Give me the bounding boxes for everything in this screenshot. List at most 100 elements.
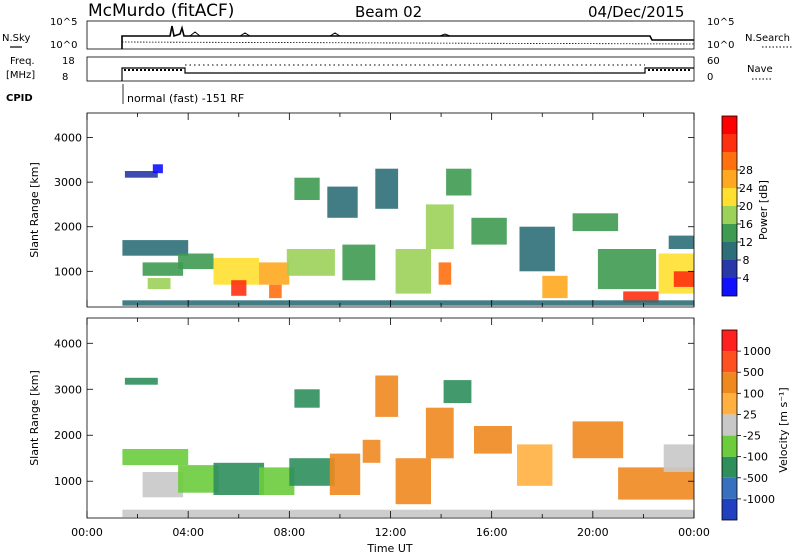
y-tick-label: 4000 <box>54 132 82 145</box>
colorbar-swatch <box>722 278 737 296</box>
x-tick-label: 00:00 <box>71 526 103 539</box>
station-title: McMurdo (fitACF) <box>88 1 234 21</box>
data-cell <box>446 168 472 196</box>
data-cell <box>329 453 361 495</box>
colorbar-swatch <box>722 456 737 478</box>
colorbar-tick-label: -100 <box>743 451 768 464</box>
colorbar-swatch <box>722 330 737 352</box>
x-tick-label: 16:00 <box>476 526 508 539</box>
colorbar-swatch <box>722 393 737 415</box>
colorbar-swatch <box>722 260 737 278</box>
nsky-tick-bottom: 10^0 <box>50 40 77 51</box>
colorbar-swatch <box>722 206 737 224</box>
colorbar-tick-label: -25 <box>743 430 761 443</box>
nsky-panel: N.Sky 10^5 10^0 10^5 10^0 N.Search <box>2 17 792 51</box>
data-cell <box>425 204 454 249</box>
velocity-colorbar: 1000 500 100 25 -25 -100 -500 -1000 <box>721 329 775 521</box>
data-cell <box>572 213 619 232</box>
data-cell <box>519 226 555 272</box>
velocity-ylabel: Slant Range [km] <box>28 370 41 466</box>
freq-panel: Freq. [MHz] 18 8 60 0 Nave <box>6 56 773 83</box>
data-cell <box>517 444 553 486</box>
y-tick-label: 1000 <box>54 265 82 278</box>
power-y-axis: 1000 2000 3000 4000 <box>54 113 695 307</box>
data-cell <box>673 271 694 287</box>
colorbar-swatch <box>722 188 737 206</box>
colorbar-tick-label: 500 <box>743 366 764 379</box>
power-cbar-label: Power [dB] <box>757 180 770 240</box>
data-cell <box>668 235 694 249</box>
data-cell <box>294 389 320 408</box>
data-cell <box>269 284 282 299</box>
colorbar-swatch <box>722 477 737 499</box>
colorbar-swatch <box>722 351 737 373</box>
x-tick-label: 00:00 <box>678 526 710 539</box>
data-cell <box>122 240 189 256</box>
nsky-tick-top: 10^5 <box>50 17 77 28</box>
data-cell <box>597 249 657 290</box>
colorbar-tick-label: 8 <box>743 254 750 267</box>
colorbar-tick-label: 100 <box>743 387 764 400</box>
power-ylabel: Slant Range [km] <box>28 162 41 258</box>
colorbar-tick-label: -500 <box>743 472 768 485</box>
nsearch-tick-top: 10^5 <box>707 17 734 28</box>
data-cell <box>147 278 171 290</box>
data-cell <box>342 244 376 281</box>
data-cell <box>425 407 454 459</box>
y-tick-label: 3000 <box>54 383 82 396</box>
cpid-label: CPID <box>6 93 33 104</box>
colorbar-tick-label: 28 <box>739 164 753 177</box>
data-cell <box>122 300 694 306</box>
nave-tick-top: 60 <box>707 56 720 67</box>
data-cell <box>122 509 694 518</box>
colorbar-swatch <box>722 414 737 436</box>
colorbar-frame <box>721 329 738 521</box>
data-cell <box>362 439 381 463</box>
nsky-label: N.Sky <box>2 33 30 44</box>
data-cell <box>231 280 247 296</box>
colorbar-tick-label: -1000 <box>743 493 775 506</box>
date-title: 04/Dec/2015 <box>588 3 684 21</box>
colorbar-tick-label: 16 <box>739 218 753 231</box>
data-cell <box>572 421 624 459</box>
data-cell <box>395 458 431 505</box>
y-tick-label: 3000 <box>54 176 82 189</box>
time-xlabel: Time UT <box>366 542 412 554</box>
data-cell <box>294 177 320 200</box>
data-cell <box>474 426 512 454</box>
data-cell <box>542 275 568 299</box>
power-panel: 1000 2000 3000 4000 Slant Range [km] <box>28 112 695 308</box>
data-cell <box>286 249 335 276</box>
colorbar-tick-label: 4 <box>743 272 750 285</box>
nsearch-tick-bottom: 10^0 <box>707 40 734 51</box>
colorbar-tick-label: 12 <box>739 236 753 249</box>
colorbar-swatch <box>722 498 737 520</box>
time-x-axis: 00:00 04:00 08:00 12:00 16:00 20:00 00:00 <box>71 526 710 539</box>
colorbar-swatch <box>722 170 737 188</box>
data-cell <box>375 168 399 209</box>
data-cell <box>178 253 214 270</box>
data-cell <box>438 262 452 285</box>
data-cell <box>142 262 184 276</box>
velocity-data-cells <box>122 375 694 518</box>
colorbar-tick-label: 25 <box>743 408 757 421</box>
data-cell <box>152 164 163 174</box>
colorbar-swatch <box>722 116 737 134</box>
x-tick-label: 08:00 <box>273 526 305 539</box>
data-cell <box>471 217 507 245</box>
velocity-y-axis: 1000 2000 3000 4000 <box>54 318 695 518</box>
freq-tick-bottom: 8 <box>62 72 68 83</box>
data-cell <box>289 458 335 486</box>
power-colorbar: 4 8 12 16 20 24 28 <box>721 115 753 297</box>
freq-label-top: Freq. <box>10 56 35 67</box>
data-cell <box>395 249 431 294</box>
colorbar-swatch <box>722 435 737 457</box>
data-cell <box>375 375 399 417</box>
data-cell <box>443 380 472 404</box>
velocity-cbar-label: Velocity [m s⁻¹] <box>777 387 790 472</box>
nsearch-label: N.Search <box>745 33 790 44</box>
y-tick-label: 1000 <box>54 475 82 488</box>
data-cell <box>178 465 219 493</box>
colorbar-swatch <box>722 372 737 394</box>
